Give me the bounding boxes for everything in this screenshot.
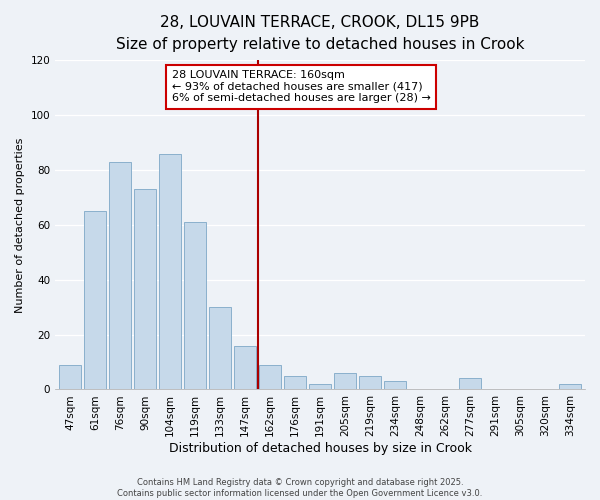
Y-axis label: Number of detached properties: Number of detached properties (15, 137, 25, 312)
Bar (134, 189, 157, 390)
Bar (84, 211, 106, 390)
Bar (109, 162, 131, 390)
Bar (559, 384, 581, 390)
Bar (159, 154, 181, 390)
Title: 28, LOUVAIN TERRACE, CROOK, DL15 9PB
Size of property relative to detached house: 28, LOUVAIN TERRACE, CROOK, DL15 9PB Siz… (116, 15, 524, 52)
Bar (184, 222, 206, 390)
Bar (59, 365, 82, 390)
X-axis label: Distribution of detached houses by size in Crook: Distribution of detached houses by size … (169, 442, 472, 455)
Bar (284, 376, 307, 390)
Bar (459, 378, 481, 390)
Text: Contains HM Land Registry data © Crown copyright and database right 2025.
Contai: Contains HM Land Registry data © Crown c… (118, 478, 482, 498)
Text: 28 LOUVAIN TERRACE: 160sqm
← 93% of detached houses are smaller (417)
6% of semi: 28 LOUVAIN TERRACE: 160sqm ← 93% of deta… (172, 70, 431, 103)
Bar (234, 346, 256, 390)
Bar (309, 384, 331, 390)
Bar (359, 376, 382, 390)
Bar (259, 365, 281, 390)
Bar (209, 307, 232, 390)
Bar (334, 373, 356, 390)
Bar (384, 381, 406, 390)
